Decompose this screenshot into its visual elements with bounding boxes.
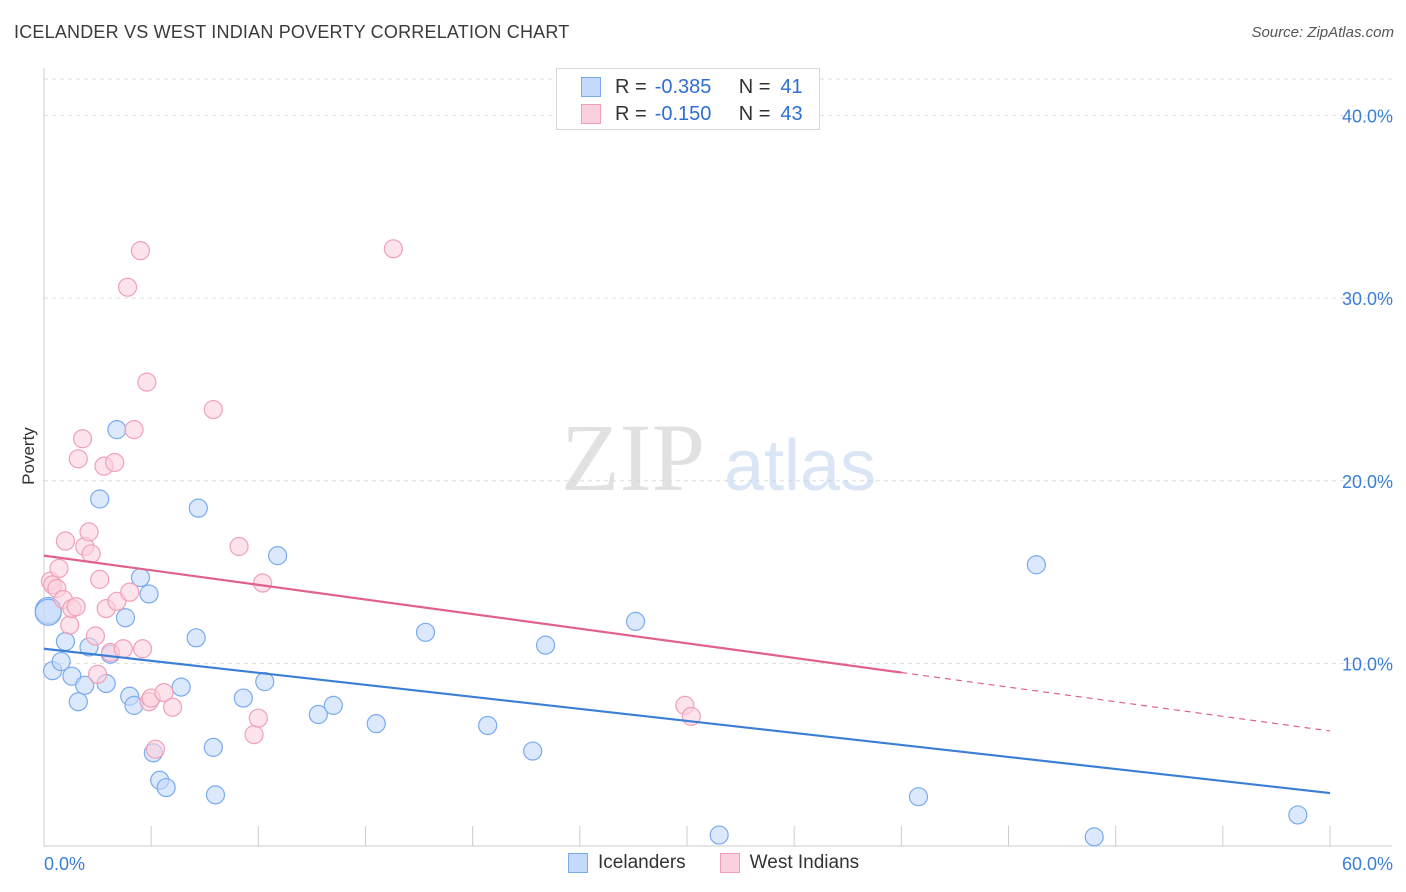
legend-label-icelanders: Icelanders: [598, 852, 686, 873]
x-tick-label-max: 60.0%: [1342, 854, 1393, 874]
point-west-indians: [203, 399, 223, 420]
point-west-indians: [90, 569, 110, 589]
point-west-indians: [248, 708, 268, 728]
point-icelanders: [366, 714, 386, 734]
point-icelanders: [625, 611, 646, 631]
trend-line-west-indians-extension: [901, 671, 1331, 732]
point-icelanders: [1026, 555, 1046, 575]
legend-label-west-indians: West Indians: [749, 852, 860, 873]
data-points: [34, 239, 1308, 847]
point-icelanders: [115, 608, 136, 628]
point-west-indians: [124, 420, 144, 440]
point-icelanders: [908, 787, 929, 807]
point-icelanders: [139, 584, 159, 604]
point-icelanders: [478, 715, 498, 736]
point-west-indians: [244, 725, 264, 745]
point-icelanders: [188, 498, 208, 518]
watermark: ZIP atlas: [561, 404, 876, 511]
point-icelanders: [1288, 805, 1308, 825]
x-tick-label-min: 0.0%: [44, 854, 85, 874]
point-icelanders: [34, 598, 62, 626]
point-west-indians: [229, 536, 249, 557]
trend-line-icelanders: [43, 647, 1331, 795]
legend-r-value: -0.385: [654, 75, 712, 98]
point-icelanders: [203, 737, 223, 757]
legend-swatch-west-indians: [581, 104, 601, 124]
chart-title: ICELANDER VS WEST INDIAN POVERTY CORRELA…: [14, 22, 570, 42]
point-icelanders: [51, 651, 71, 672]
point-west-indians: [49, 558, 69, 579]
y-tick-label: 40.0%: [1342, 107, 1393, 127]
grid-lines: [44, 78, 1392, 664]
legend-r-label: R =: [615, 102, 647, 125]
point-west-indians: [137, 372, 157, 392]
legend-n-label: N =: [738, 75, 771, 98]
point-west-indians: [132, 639, 153, 659]
point-west-indians: [120, 582, 140, 602]
trend-lines: [43, 554, 1331, 795]
point-west-indians: [55, 531, 76, 551]
point-west-indians: [72, 429, 93, 449]
point-west-indians: [85, 626, 106, 646]
legend-row-west-indians: R = -0.150 N = 43: [581, 102, 803, 126]
watermark-zip: ZIP: [561, 404, 705, 511]
legend-row-icelanders: R = -0.385 N = 41: [581, 75, 803, 99]
point-west-indians: [60, 615, 80, 635]
watermark-atlas: atlas: [724, 426, 876, 506]
point-icelanders: [107, 420, 127, 440]
y-tick-label: 20.0%: [1342, 472, 1393, 492]
series-legend: Icelanders West Indians: [568, 852, 893, 874]
legend-n-label: N =: [738, 102, 771, 125]
point-west-indians: [117, 277, 138, 297]
legend-item-west-indians[interactable]: West Indians: [719, 852, 860, 874]
point-icelanders: [523, 741, 543, 761]
point-west-indians: [79, 522, 99, 542]
trend-line-west-indians: [43, 554, 902, 674]
legend-n-value: 43: [780, 102, 803, 125]
point-icelanders: [90, 489, 110, 509]
legend-swatch-west-indians: [719, 853, 740, 873]
legend-swatch-icelanders: [568, 853, 588, 873]
point-west-indians: [154, 682, 174, 703]
point-west-indians: [253, 573, 273, 593]
point-west-indians: [68, 449, 88, 469]
legend-item-icelanders[interactable]: Icelanders: [568, 852, 686, 874]
point-west-indians: [66, 597, 86, 617]
source-label: Source: ZipAtlas.com: [1251, 24, 1394, 41]
point-icelanders: [75, 675, 95, 695]
point-icelanders: [156, 777, 176, 798]
point-icelanders: [268, 546, 288, 566]
point-icelanders: [1084, 827, 1104, 847]
point-icelanders: [55, 631, 76, 652]
y-axis-label: Poverty: [19, 427, 38, 485]
point-icelanders: [233, 688, 253, 708]
point-icelanders: [415, 622, 436, 642]
point-icelanders: [205, 785, 226, 805]
point-icelanders: [171, 677, 191, 697]
point-icelanders: [68, 692, 88, 712]
point-west-indians: [105, 452, 125, 473]
point-west-indians: [145, 739, 166, 759]
point-icelanders: [323, 695, 343, 715]
point-icelanders: [709, 825, 729, 845]
point-west-indians: [113, 639, 133, 659]
legend-r-value: -0.150: [654, 102, 712, 125]
point-icelanders: [186, 628, 206, 648]
point-west-indians: [87, 664, 108, 684]
point-west-indians: [383, 239, 403, 259]
point-icelanders: [308, 704, 328, 725]
y-tick-labels: 10.0% 20.0% 30.0% 40.0%: [1342, 107, 1393, 675]
axes: [43, 68, 1392, 847]
y-tick-label: 10.0%: [1342, 654, 1393, 674]
point-west-indians: [163, 697, 183, 717]
point-icelanders: [535, 635, 556, 655]
legend-r-label: R =: [615, 75, 647, 98]
y-tick-label: 30.0%: [1342, 289, 1393, 309]
correlation-legend: R = -0.385 N = 41 R = -0.150 N = 43: [556, 68, 820, 130]
legend-swatch-icelanders: [581, 77, 601, 97]
legend-n-value: 41: [780, 75, 803, 98]
point-west-indians: [130, 241, 151, 261]
